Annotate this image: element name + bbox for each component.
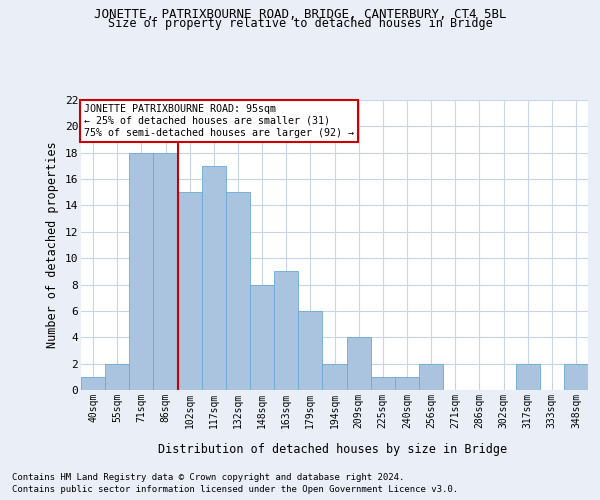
Text: Contains public sector information licensed under the Open Government Licence v3: Contains public sector information licen… [12, 485, 458, 494]
Bar [347, 338, 371, 390]
Text: Contains HM Land Registry data © Crown copyright and database right 2024.: Contains HM Land Registry data © Crown c… [12, 472, 404, 482]
Bar [274, 272, 298, 390]
Bar [419, 364, 443, 390]
Bar [564, 364, 588, 390]
Bar [322, 364, 347, 390]
Bar [395, 377, 419, 390]
Bar [371, 377, 395, 390]
Bar [226, 192, 250, 390]
Text: JONETTE, PATRIXBOURNE ROAD, BRIDGE, CANTERBURY, CT4 5BL: JONETTE, PATRIXBOURNE ROAD, BRIDGE, CANT… [94, 8, 506, 20]
Bar [515, 364, 540, 390]
Bar [250, 284, 274, 390]
Bar [202, 166, 226, 390]
Bar [178, 192, 202, 390]
Text: Size of property relative to detached houses in Bridge: Size of property relative to detached ho… [107, 18, 493, 30]
Bar [154, 152, 178, 390]
Bar [81, 377, 105, 390]
Bar [298, 311, 322, 390]
Y-axis label: Number of detached properties: Number of detached properties [46, 142, 59, 348]
Bar [105, 364, 129, 390]
Text: JONETTE PATRIXBOURNE ROAD: 95sqm
← 25% of detached houses are smaller (31)
75% o: JONETTE PATRIXBOURNE ROAD: 95sqm ← 25% o… [83, 104, 353, 138]
Text: Distribution of detached houses by size in Bridge: Distribution of detached houses by size … [158, 442, 508, 456]
Bar [129, 152, 154, 390]
